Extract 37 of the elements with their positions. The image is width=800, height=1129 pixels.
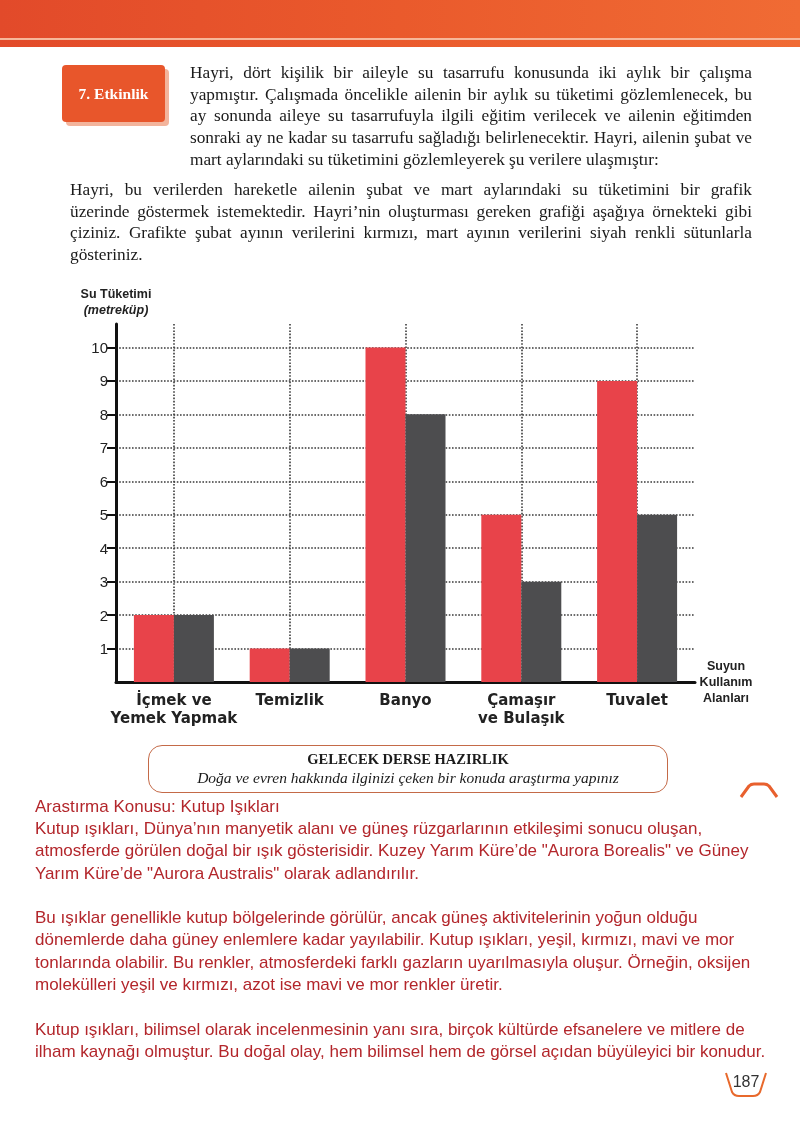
x-tick-label: Temizlik (255, 691, 325, 709)
y-tick-label: 10 (91, 338, 108, 356)
bar (289, 648, 330, 682)
bar (521, 581, 562, 682)
y-tick-label: 8 (99, 405, 108, 423)
bar (365, 347, 406, 682)
x-tick-label: Çamaşır ve Bulaşık (478, 691, 566, 727)
y-tick-label: 9 (99, 372, 108, 390)
text: Bu ışıklar genellikle kutup bölgelerinde görülür, ancak güneş aktivitelerinin yoğun olduğu dönemlerde daha güney enlemlere kadar yayılabilir. Kutup ışıkları, yeşil, kırmızı, mavi ve mor tonlarında olabilir. Bu renkler, atmosferdeki farklı gazların uyarılmasıyla oluşur. Örneğin, oksijen molekülleri yeşil ve kırmızı, azot ise mavi ve mor renkler üretir. (35, 907, 752, 996)
y-axis-title: Su Tüketimi (metreküp) (80, 287, 152, 317)
text: Kutup ışıkları, Dünya’nın manyetik alanı ve güneş rüzgarlarının etkileşimi sonucu oluşan, atmosferde görülen doğal bir ışık gösterisidir. Kuzey Yarım Küre’de "Aurora Borealis" ve Güney Yarım Küre’de "Aurora Australis" olarak adlandırılır. (35, 818, 750, 885)
text: Doğa ve evren hakkında ilginizi çeken bir konuda araştırma yapınız (196, 768, 620, 788)
text: 187 (731, 1072, 761, 1092)
y-tick-label: 5 (99, 506, 108, 524)
y-tick-label: 3 (99, 573, 108, 591)
y-tick-label: 6 (99, 472, 108, 490)
bar (249, 648, 290, 682)
x-tick-label: İçmek ve Yemek Yapmak (109, 690, 239, 727)
y-tick-label: 4 (99, 539, 108, 557)
text: GELECEK DERSE HAZIRLIK (306, 750, 510, 768)
bar (133, 615, 174, 682)
bar (173, 615, 214, 682)
text: Hayri, dört kişilik bir aileyle su tasarrufu konusunda iki aylık bir çalışma yapmıştır. Çalışmada öncelikle ailenin bir aylık su tüketimi gözlemlenecek, bu ay sonunda aileye su tasarrufuyla ilgili eğitim verilecek ve ailenin eğitimden sonraki ay ne kadar su tasarrufu sağladığı belirlenecektir. Hayri, ailenin şubat ve mart aylarındaki su tüketimini gözlemleyerek şu verilere ulaşmıştır: (190, 62, 752, 171)
text: Kutup ışıkları, bilimsel olarak incelenmesinin yanı sıra, birçok kültürde efsanelere ve mitlere de ilham kaynağı olmuştur. Bu doğal olay, hem bilimsel hem de görsel açıdan büyüleyici bir konudur. (35, 1019, 767, 1064)
bar (597, 380, 638, 682)
text: Hayri, bu verilerden hareketle ailenin şubat ve mart aylarındaki su tüketimini bir grafik üzerinde göstermek istemektedir. Hayri’nin oluşturması gereken grafiği aşağıya örnekteki gibi çiziniz. Grafikte şubat ayının verilerini kırmızı, mart ayının verilerini siyah renkli sütunlarla gösteriniz. (70, 179, 752, 266)
x-tick-label: Tuvalet (606, 691, 668, 709)
y-tick-label: 1 (99, 640, 108, 658)
x-tick-label: Banyo (379, 691, 432, 709)
chart-title: 7. Etkinlik (78, 84, 149, 103)
bar (637, 514, 678, 682)
bar (405, 414, 446, 682)
x-axis-title: Suyun Kullanım Alanları (699, 659, 753, 705)
text: Arastırma Konusu: Kutup Işıkları (35, 796, 281, 818)
bar (481, 514, 522, 682)
y-tick-label: 7 (99, 439, 108, 457)
y-tick-label: 2 (99, 606, 108, 624)
